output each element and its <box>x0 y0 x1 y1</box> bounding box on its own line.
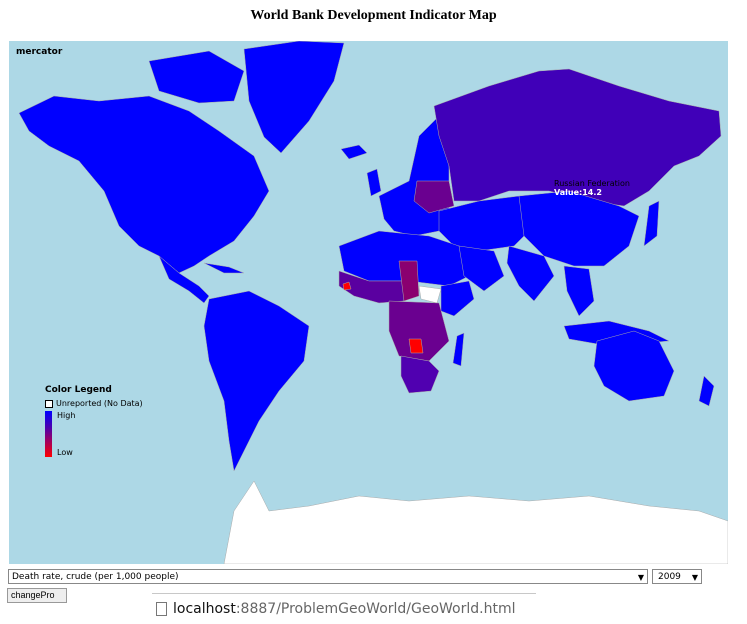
country-central-asia[interactable] <box>438 195 535 252</box>
country-madagascar[interactable] <box>452 332 465 367</box>
chevron-down-icon: ▼ <box>637 573 644 582</box>
indicator-select[interactable]: Death rate, crude (per 1,000 people) ▼ <box>8 569 648 584</box>
country-southern-africa[interactable] <box>400 355 440 394</box>
country-caribbean[interactable] <box>203 262 245 274</box>
country-east-africa[interactable] <box>440 280 475 317</box>
url-path: :8887/ProblemGeoWorld/GeoWorld.html <box>235 601 516 617</box>
legend-unreported-row: Unreported (No Data) <box>45 398 143 409</box>
url-host: localhost <box>173 601 236 617</box>
country-greenland[interactable] <box>243 41 345 154</box>
country-russia[interactable] <box>433 68 722 207</box>
tooltip-country: Russian Federation <box>554 179 630 188</box>
tooltip-value: Value:14.2 <box>554 188 602 197</box>
country-antarctica[interactable] <box>223 480 728 564</box>
legend-gradient <box>45 411 52 457</box>
legend-unreported-label: Unreported (No Data) <box>56 399 143 408</box>
color-legend: Color Legend Unreported (No Data) High L… <box>45 385 143 457</box>
year-select[interactable]: 2009 ▼ <box>652 569 702 584</box>
country-central-america[interactable] <box>158 255 210 304</box>
world-map[interactable]: mercator Russian Federation Value:14.2 C… <box>9 41 728 564</box>
projection-label: mercator <box>16 47 63 57</box>
unreported-swatch <box>45 399 53 408</box>
map-canvas[interactable] <box>9 41 728 564</box>
country-iceland[interactable] <box>340 144 368 160</box>
country-uk[interactable] <box>366 168 382 197</box>
indicator-select-value: Death rate, crude (per 1,000 people) <box>12 572 179 582</box>
status-url-bar: localhost:8887/ProblemGeoWorld/GeoWorld.… <box>152 593 536 624</box>
page-title: World Bank Development Indicator Map <box>250 8 497 23</box>
country-china[interactable] <box>518 190 640 267</box>
map-tooltip: Russian Federation Value:14.2 <box>554 179 630 197</box>
country-new-zealand[interactable] <box>698 375 715 407</box>
chevron-down-icon: ▼ <box>691 573 698 582</box>
legend-low-label: Low <box>57 448 73 457</box>
year-select-value: 2009 <box>658 572 681 582</box>
country-north-america[interactable] <box>18 95 270 274</box>
country-north-africa[interactable] <box>338 230 470 287</box>
document-icon <box>156 602 167 616</box>
country-ukraine[interactable] <box>413 180 455 214</box>
country-canada-islands[interactable] <box>148 50 245 104</box>
country-chad[interactable] <box>398 260 420 302</box>
country-japan[interactable] <box>643 200 660 247</box>
legend-title: Color Legend <box>45 385 112 395</box>
country-south-sudan[interactable] <box>418 285 442 304</box>
legend-gradient-row: High Low <box>45 411 143 457</box>
country-sierra-leone[interactable] <box>342 281 352 291</box>
country-botswana[interactable] <box>408 338 424 354</box>
country-south-america[interactable] <box>203 290 310 472</box>
legend-high-label: High <box>57 411 76 420</box>
country-arabia[interactable] <box>458 245 505 292</box>
change-projection-button[interactable]: changePro <box>7 588 67 603</box>
country-india[interactable] <box>506 245 555 302</box>
country-southeast-asia[interactable] <box>563 265 595 317</box>
country-australia[interactable] <box>593 330 675 402</box>
